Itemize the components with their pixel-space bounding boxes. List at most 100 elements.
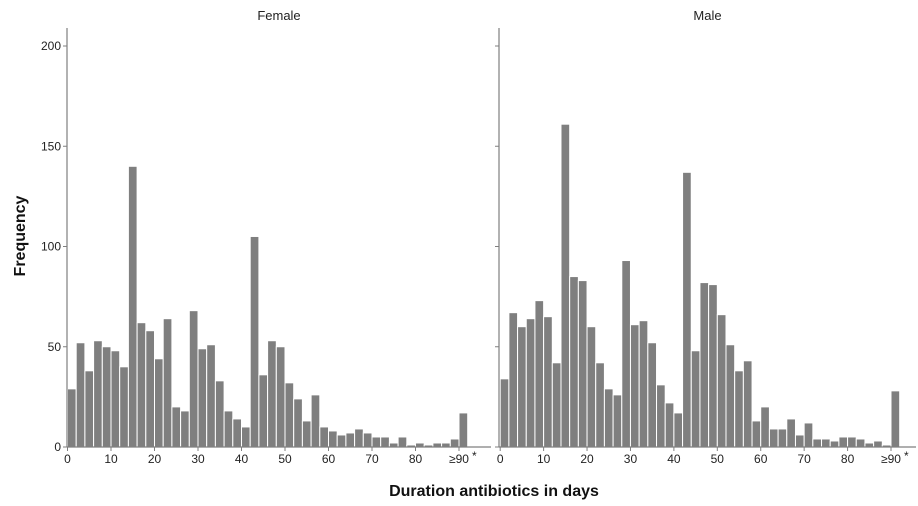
- histogram-bar: [171, 406, 182, 448]
- histogram-bar: [742, 360, 753, 448]
- histogram-bar: [449, 438, 460, 448]
- x-tick-label: 60: [754, 452, 768, 466]
- histogram-bar: [249, 235, 260, 448]
- histogram-bar: [873, 440, 883, 448]
- histogram-bar: [380, 436, 390, 448]
- y-axis-title: Frequency: [12, 195, 29, 276]
- histogram-bar: [84, 370, 95, 448]
- histogram-bar: [101, 346, 112, 448]
- histogram-bar: [595, 362, 605, 448]
- y-tick-label: 100: [41, 240, 61, 254]
- histogram-bar: [682, 171, 692, 448]
- histogram-bar: [551, 362, 562, 448]
- histogram-bar: [441, 442, 451, 448]
- histogram-bar: [838, 436, 849, 448]
- histogram-bar: [293, 398, 303, 448]
- histogram-bar: [241, 426, 251, 448]
- histogram-bar: [197, 348, 208, 448]
- histogram-bar: [362, 432, 373, 448]
- histogram-bar: [517, 326, 527, 448]
- histogram-bar: [638, 320, 649, 448]
- histogram-bar: [647, 342, 658, 448]
- histogram-bar: [232, 418, 243, 448]
- histogram-bar: [525, 318, 536, 448]
- y-tick-label: 0: [54, 440, 61, 454]
- y-tick-label: 50: [48, 340, 62, 354]
- histogram-bar: [284, 382, 295, 448]
- histogram-bar: [267, 340, 277, 448]
- histogram-bar: [768, 428, 779, 448]
- x-tick-label: 60: [322, 452, 336, 466]
- histogram-bar: [180, 410, 190, 448]
- x-tick-label: 10: [104, 452, 118, 466]
- histogram-bar: [629, 324, 640, 448]
- histogram-bar: [354, 428, 364, 448]
- x-tick-label: ≥90: [881, 452, 901, 466]
- x-overflow-marker: *: [472, 449, 477, 463]
- x-tick-label: 30: [624, 452, 638, 466]
- histogram-bar: [223, 410, 234, 448]
- histogram-bar: [214, 380, 225, 448]
- x-tick-label: 70: [797, 452, 811, 466]
- histogram-bar: [310, 394, 321, 448]
- histogram-bar: [734, 370, 744, 448]
- histogram-bar: [319, 426, 329, 448]
- x-tick-label: 20: [580, 452, 594, 466]
- x-tick-label: 20: [148, 452, 162, 466]
- histogram-bar: [664, 402, 675, 448]
- histogram-bar: [725, 344, 736, 448]
- histogram-bar: [275, 346, 286, 448]
- histogram-bar: [621, 260, 631, 448]
- x-tick-label: 30: [191, 452, 205, 466]
- histogram-bar: [543, 316, 553, 448]
- histogram-bar: [145, 330, 156, 448]
- x-tick-label: 40: [667, 452, 681, 466]
- histogram-bar: [569, 276, 579, 448]
- histogram-bar: [258, 374, 269, 448]
- histogram-bar: [586, 326, 597, 448]
- x-tick-label: 80: [841, 452, 855, 466]
- histogram-bar: [119, 366, 129, 448]
- histogram-bar: [345, 432, 356, 448]
- x-tick-label: 0: [64, 452, 71, 466]
- histogram-bar: [397, 436, 408, 448]
- histogram-bar: [75, 342, 86, 448]
- histogram-bar: [415, 442, 425, 448]
- histogram-bar: [188, 310, 199, 448]
- histogram-bar: [708, 284, 718, 448]
- histogram-bar: [336, 434, 347, 448]
- histogram-bar: [328, 430, 338, 448]
- x-tick-label: ≥90: [449, 452, 469, 466]
- histogram-bar: [777, 428, 788, 448]
- histogram-bar: [560, 123, 571, 448]
- histogram-bar: [110, 350, 121, 448]
- histogram-bar: [673, 412, 684, 448]
- histogram-bar: [890, 390, 901, 448]
- histogram-bar: [821, 438, 831, 448]
- x-overflow-marker: *: [904, 449, 909, 463]
- histogram-bar: [432, 442, 443, 448]
- histogram-bar: [577, 280, 588, 448]
- x-tick-label: 70: [365, 452, 379, 466]
- histogram-bar: [786, 418, 796, 448]
- histogram-bar: [67, 388, 77, 448]
- histogram-bar: [716, 314, 727, 448]
- x-tick-label: 10: [537, 452, 551, 466]
- y-tick-label: 150: [41, 139, 61, 153]
- x-tick-label: 50: [278, 452, 292, 466]
- histogram-bar: [803, 422, 814, 448]
- histogram-bar: [751, 420, 762, 448]
- histogram-bar: [855, 438, 866, 448]
- histogram-bar: [301, 420, 312, 448]
- histogram-bar: [656, 384, 666, 448]
- panel-title-female: Female: [257, 8, 300, 23]
- histogram-bar: [760, 406, 770, 448]
- x-tick-label: 80: [409, 452, 423, 466]
- histogram-bar: [127, 165, 138, 448]
- x-tick-label: 50: [711, 452, 725, 466]
- histogram-bar: [612, 394, 623, 448]
- histogram-bar: [388, 442, 399, 448]
- histogram-bar: [690, 350, 701, 448]
- histogram-bar: [154, 358, 164, 448]
